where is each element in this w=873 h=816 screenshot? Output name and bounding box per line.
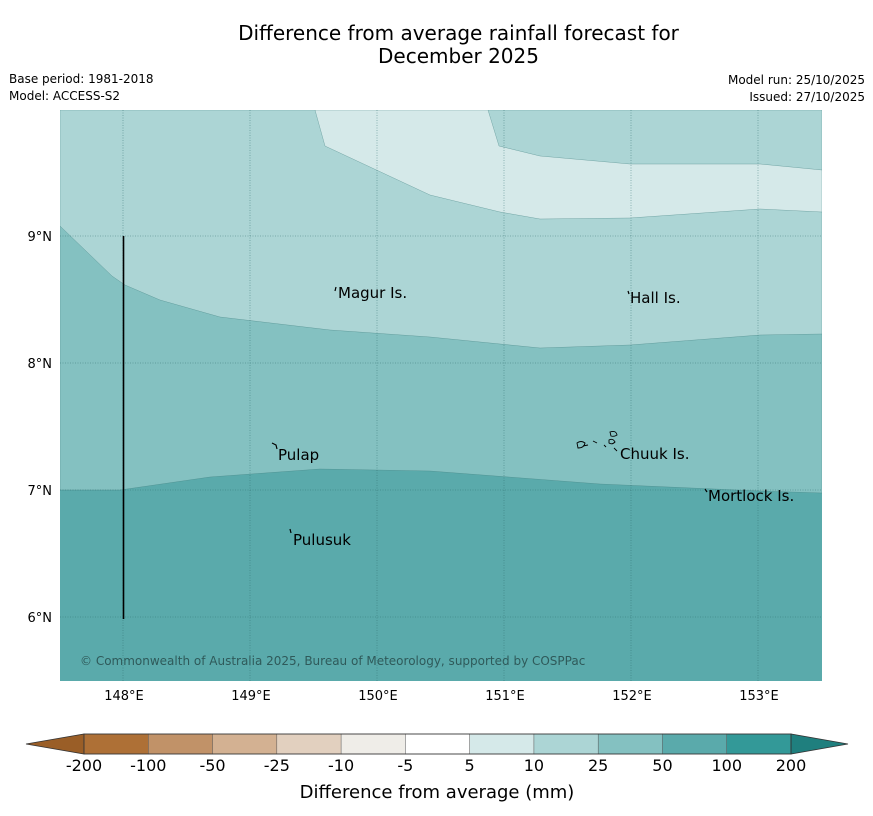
title-line-2: December 2025 xyxy=(378,44,539,68)
colorbar-tick-label: 10 xyxy=(524,756,544,775)
colorbar-cell-6 xyxy=(469,733,535,755)
colorbar-high-extend xyxy=(790,733,849,755)
colorbar-frame xyxy=(83,733,792,755)
colorbar-tick-label: 50 xyxy=(652,756,672,775)
colorbar-cell-2 xyxy=(212,733,278,755)
lat-label-8n: 8°N xyxy=(28,357,53,372)
issued-text: Issued: 27/10/2025 xyxy=(749,90,865,104)
lon-label-151e: 151°E xyxy=(485,689,525,704)
colorbar-cell-4 xyxy=(340,733,406,755)
lat-label-7n: 7°N xyxy=(28,484,53,499)
meta-left: Base period: 1981-2018 Model: ACCESS-S2 xyxy=(9,71,154,105)
lon-label-149e: 149°E xyxy=(231,689,271,704)
lon-label-150e: 150°E xyxy=(358,689,398,704)
colorbar-low-extend xyxy=(25,733,85,755)
colorbar-tick-label: 100 xyxy=(711,756,742,775)
title-line-1: Difference from average rainfall forecas… xyxy=(238,21,679,45)
colorbar-tick-label: -50 xyxy=(199,756,225,775)
rainfall-map xyxy=(60,110,822,681)
colorbar-cell-1 xyxy=(148,733,214,755)
colorbar-tick-label: 5 xyxy=(465,756,475,775)
magur-island-marker xyxy=(334,286,337,292)
colorbar-cell-3 xyxy=(276,733,342,755)
model-text: Model: ACCESS-S2 xyxy=(9,89,121,103)
colorbar-cell-0 xyxy=(83,733,149,755)
mortlock-island-marker xyxy=(704,488,708,493)
place-label-chuuk: Chuuk Is. xyxy=(620,445,689,463)
island-markers xyxy=(271,286,708,534)
graticule xyxy=(60,110,822,681)
colorbar-tick-label: 200 xyxy=(776,756,807,775)
colorbar-cell-7 xyxy=(533,733,599,755)
copyright-notice: © Commonwealth of Australia 2025, Bureau… xyxy=(80,654,585,668)
place-label-pulusuk: Pulusuk xyxy=(293,531,351,549)
meta-right: Model run: 25/10/2025 Issued: 27/10/2025 xyxy=(728,72,865,106)
colorbar-tick-label: -200 xyxy=(66,756,102,775)
colorbar-tick-label: -100 xyxy=(130,756,166,775)
pulusuk-island-marker xyxy=(289,528,292,534)
colorbar-title: Difference from average (mm) xyxy=(300,782,575,803)
colorbar-tick-label: -10 xyxy=(328,756,354,775)
colorbar-cell-5 xyxy=(405,733,471,755)
lat-label-9n: 9°N xyxy=(28,230,53,245)
lon-label-152e: 152°E xyxy=(612,689,652,704)
base-period-text: Base period: 1981-2018 xyxy=(9,72,154,86)
hall-island-marker xyxy=(627,290,630,295)
place-label-magur: Magur Is. xyxy=(338,284,407,302)
colorbar-tick-label: 25 xyxy=(588,756,608,775)
colorbar-cell-9 xyxy=(662,733,728,755)
place-label-mortlock: Mortlock Is. xyxy=(708,487,794,505)
lon-label-148e: 148°E xyxy=(104,689,144,704)
colorbar-cell-8 xyxy=(597,733,664,755)
colorbar-legend: -200 -100 -50 -25 -10 -5 5 10 25 50 100 200 Differe… xyxy=(25,733,849,803)
model-run-text: Model run: 25/10/2025 xyxy=(727,73,865,87)
lat-label-6n: 6°N xyxy=(28,611,53,626)
lon-label-153e: 153°E xyxy=(739,689,779,704)
pulap-island-marker xyxy=(271,442,278,450)
region-5-to-10 xyxy=(314,110,822,220)
colorbar-cell-10 xyxy=(726,733,792,755)
map-title: Difference from average rainfall forecas… xyxy=(0,22,873,68)
chuuk-lagoon-icon xyxy=(576,430,618,452)
colorbar-tick-label: -5 xyxy=(397,756,413,775)
place-label-hall: Hall Is. xyxy=(630,289,681,307)
colorbar-tick-label: -25 xyxy=(264,756,290,775)
place-label-pulap: Pulap xyxy=(278,446,319,464)
